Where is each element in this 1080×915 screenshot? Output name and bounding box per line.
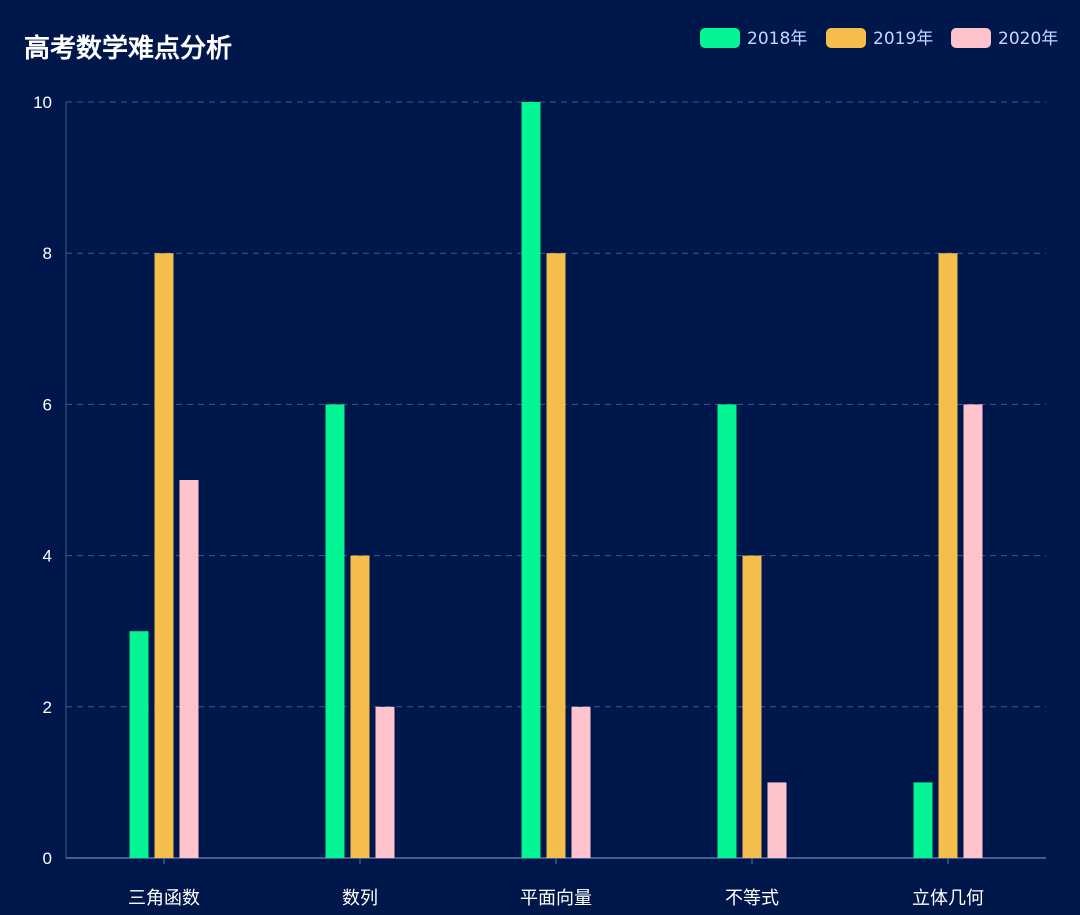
legend-swatch bbox=[826, 28, 866, 48]
bar-2019年-数列[interactable] bbox=[350, 555, 370, 858]
legend-item[interactable]: 2019年 bbox=[826, 28, 933, 49]
legend-item[interactable]: 2018年 bbox=[700, 28, 807, 49]
chart-title: 高考数学难点分析 bbox=[24, 33, 232, 64]
bar-2020年-立体几何[interactable] bbox=[963, 404, 983, 858]
legend-swatch bbox=[951, 28, 991, 48]
bar-2020年-数列[interactable] bbox=[375, 706, 395, 858]
y-tick-label: 2 bbox=[43, 698, 52, 717]
x-tick-label: 数列 bbox=[342, 888, 378, 909]
bars bbox=[129, 102, 983, 858]
bar-2020年-三角函数[interactable] bbox=[179, 480, 199, 858]
bar-2018年-不等式[interactable] bbox=[717, 404, 737, 858]
legend[interactable]: 2018年 2019年 2020年 bbox=[700, 28, 1058, 49]
x-tick-label: 不等式 bbox=[725, 888, 779, 909]
bar-2020年-不等式[interactable] bbox=[767, 782, 787, 858]
bar-2019年-立体几何[interactable] bbox=[938, 253, 958, 858]
legend-label: 2020年 bbox=[998, 29, 1058, 49]
y-tick-label: 10 bbox=[33, 93, 52, 112]
bar-2018年-立体几何[interactable] bbox=[913, 782, 933, 858]
x-tick-label: 平面向量 bbox=[520, 888, 592, 909]
y-tick-label: 4 bbox=[43, 547, 52, 566]
bar-2020年-平面向量[interactable] bbox=[571, 706, 591, 858]
legend-swatch bbox=[700, 28, 740, 48]
legend-label: 2018年 bbox=[747, 29, 807, 49]
axes: 0 2 4 6 8 10 三角函数 数列 平面向量 不等式 立体几何 bbox=[33, 93, 1046, 909]
y-tick-label: 8 bbox=[43, 244, 52, 263]
x-tick-label: 三角函数 bbox=[128, 888, 200, 909]
legend-item[interactable]: 2020年 bbox=[951, 28, 1058, 49]
bar-2018年-三角函数[interactable] bbox=[129, 631, 149, 858]
bar-2019年-平面向量[interactable] bbox=[546, 253, 566, 858]
bar-2019年-不等式[interactable] bbox=[742, 555, 762, 858]
bar-2018年-平面向量[interactable] bbox=[521, 102, 541, 858]
bar-2019年-三角函数[interactable] bbox=[154, 253, 174, 858]
y-tick-label: 6 bbox=[43, 395, 52, 414]
bar-2018年-数列[interactable] bbox=[325, 404, 345, 858]
y-tick-label: 0 bbox=[43, 849, 52, 868]
x-tick-label: 立体几何 bbox=[912, 888, 984, 909]
legend-label: 2019年 bbox=[873, 29, 933, 49]
